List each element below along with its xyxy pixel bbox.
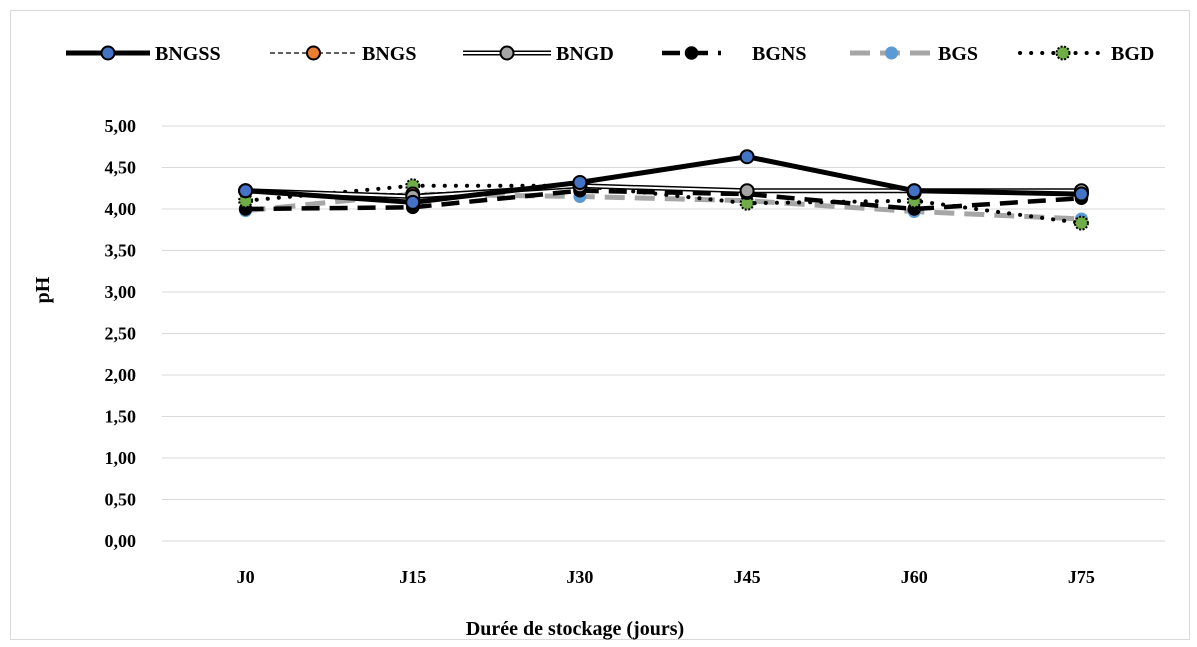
legend-label-bngd: BNGD — [556, 43, 614, 65]
gridlines — [162, 125, 1165, 542]
series-line-bgs — [245, 191, 1082, 222]
legend: BNGSS BNGS BNGD BGNS BGS BGD — [66, 43, 1154, 65]
y-tick-label: 0,50 — [105, 490, 137, 510]
x-tick-labels: J0 J15 J30 J45 J60 J75 — [237, 567, 1095, 587]
legend-label-bgs: BGS — [938, 43, 978, 65]
legend-label-bgns: BGNS — [752, 43, 806, 65]
y-tick-label: 3,50 — [105, 241, 137, 261]
data-point-bngss — [739, 149, 755, 165]
series-line-bgd — [243, 183, 1084, 226]
legend-label-bngs: BNGS — [362, 43, 416, 65]
x-tick-label: J60 — [901, 567, 928, 587]
series-markers — [238, 149, 1089, 231]
data-point-bngss — [405, 194, 421, 210]
y-tick-label: 2,00 — [105, 365, 137, 385]
series-line-bngss — [245, 154, 1082, 205]
data-point-bngss — [906, 183, 922, 199]
y-axis-title: pH — [32, 276, 54, 303]
data-point-bngss — [1073, 186, 1089, 202]
legend-marker-bgd — [1055, 45, 1071, 61]
legend-label-bgd: BGD — [1111, 43, 1154, 65]
series-lines — [243, 154, 1084, 226]
data-point-bngss — [572, 174, 588, 190]
legend-marker-bgs — [885, 46, 898, 60]
y-tick-label: 0,00 — [105, 531, 137, 551]
x-axis-title: Durée de stockage (jours) — [466, 618, 684, 640]
y-tick-label: 5,00 — [105, 116, 137, 136]
x-tick-label: J15 — [399, 567, 426, 587]
x-tick-label: J45 — [734, 567, 761, 587]
legend-marker-bngd — [499, 45, 515, 61]
legend-label-bngss: BNGSS — [155, 43, 221, 65]
y-tick-label: 4,50 — [105, 158, 137, 178]
x-tick-label: J75 — [1068, 567, 1095, 587]
legend-marker-bgns — [684, 46, 699, 60]
y-tick-label: 2,50 — [105, 324, 137, 344]
data-point-bgd — [1073, 215, 1089, 231]
y-tick-labels: 0,00 0,50 1,00 1,50 2,00 2,50 3,00 3,50 4,00 4,50… — [105, 116, 137, 551]
y-tick-label: 1,00 — [105, 448, 137, 468]
y-tick-label: 4,00 — [105, 199, 137, 219]
legend-marker-bngs — [306, 45, 321, 61]
legend-marker-bngss — [100, 45, 116, 61]
y-tick-label: 1,50 — [105, 407, 137, 427]
x-tick-label: J0 — [237, 567, 255, 587]
x-tick-label: J30 — [566, 567, 593, 587]
data-point-bngd — [739, 183, 755, 199]
data-point-bngss — [238, 183, 254, 199]
chart-frame — [10, 10, 1190, 640]
y-tick-label: 3,00 — [105, 282, 137, 302]
